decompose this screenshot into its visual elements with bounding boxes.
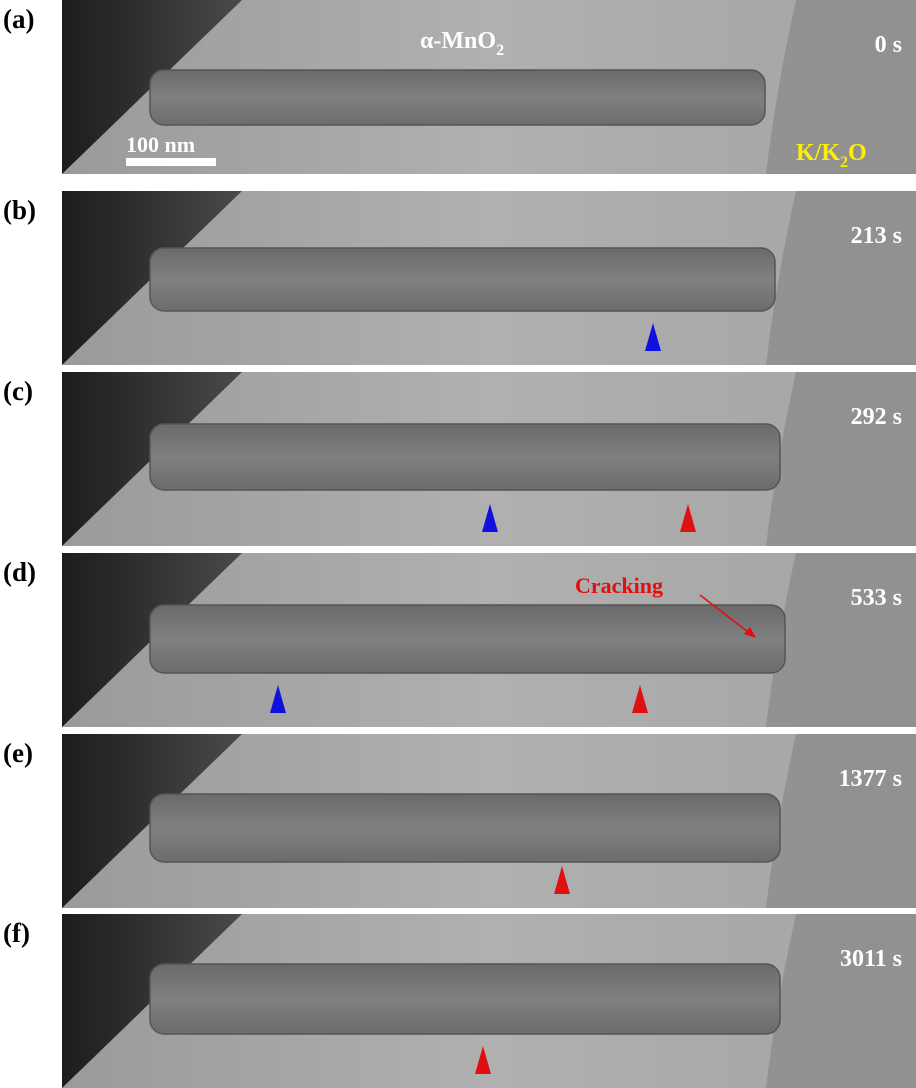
panel-label: (d)	[3, 557, 36, 587]
panel: (e) 1377 s	[3, 734, 916, 908]
panel-label: (a)	[3, 4, 34, 34]
panel-label: (e)	[3, 738, 33, 768]
time-label: 0 s	[875, 32, 902, 58]
panel: (f) 3011 s	[3, 914, 916, 1088]
material-subscript: 2	[496, 42, 504, 59]
nanowire	[150, 605, 785, 673]
nanowire	[150, 794, 780, 862]
time-label: 3011 s	[840, 946, 902, 972]
time-label: 1377 s	[839, 766, 902, 792]
panel: (c) 292 s	[3, 372, 916, 546]
figure: (a)0 sα-MnO2100 nmK/K2O(b)213 s(c)292 s(…	[0, 0, 916, 1088]
scale-bar	[126, 158, 216, 166]
nanowire	[150, 70, 765, 125]
panel-label: (f)	[3, 918, 30, 948]
electrode-text: K/K	[796, 140, 840, 166]
time-label: 213 s	[851, 223, 902, 249]
annotation: Cracking	[575, 573, 663, 598]
time-label: 292 s	[851, 404, 902, 430]
electrode-suffix: O	[848, 140, 867, 166]
nanowire	[150, 964, 780, 1034]
panel-label: (b)	[3, 195, 36, 225]
panel-label: (c)	[3, 376, 33, 406]
nanowire	[150, 248, 775, 311]
scale-bar-label: 100 nm	[126, 132, 195, 157]
panel: (d) 533 s Cracking	[3, 553, 916, 727]
time-label: 533 s	[851, 585, 902, 611]
material-text: α-MnO	[420, 28, 496, 54]
electrode-subscript: 2	[840, 154, 848, 171]
panel: (b) 213 s	[3, 191, 916, 365]
nanowire	[150, 424, 780, 490]
